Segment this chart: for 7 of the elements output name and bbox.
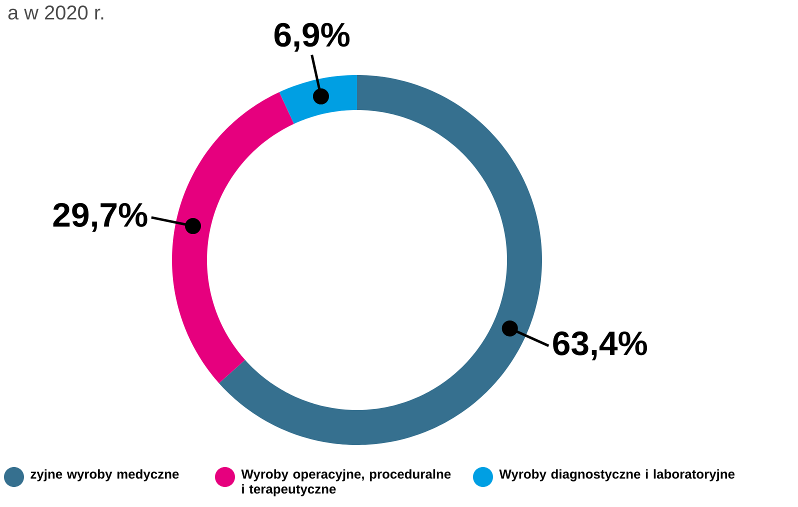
data-label: 63,4%	[553, 331, 648, 360]
legend-label: zyjne wyroby medyczne	[30, 469, 179, 482]
data-label: 6,9%	[274, 22, 350, 52]
legend-label: Wyroby diagnostyczne i laboratoryjne	[499, 469, 735, 482]
legend-label: Wyroby operacyjne, proceduralne i terapeutyczne	[241, 469, 451, 496]
chart-title: a w 2020 r.	[8, 6, 104, 20]
data-label: 29,7%	[53, 202, 148, 232]
